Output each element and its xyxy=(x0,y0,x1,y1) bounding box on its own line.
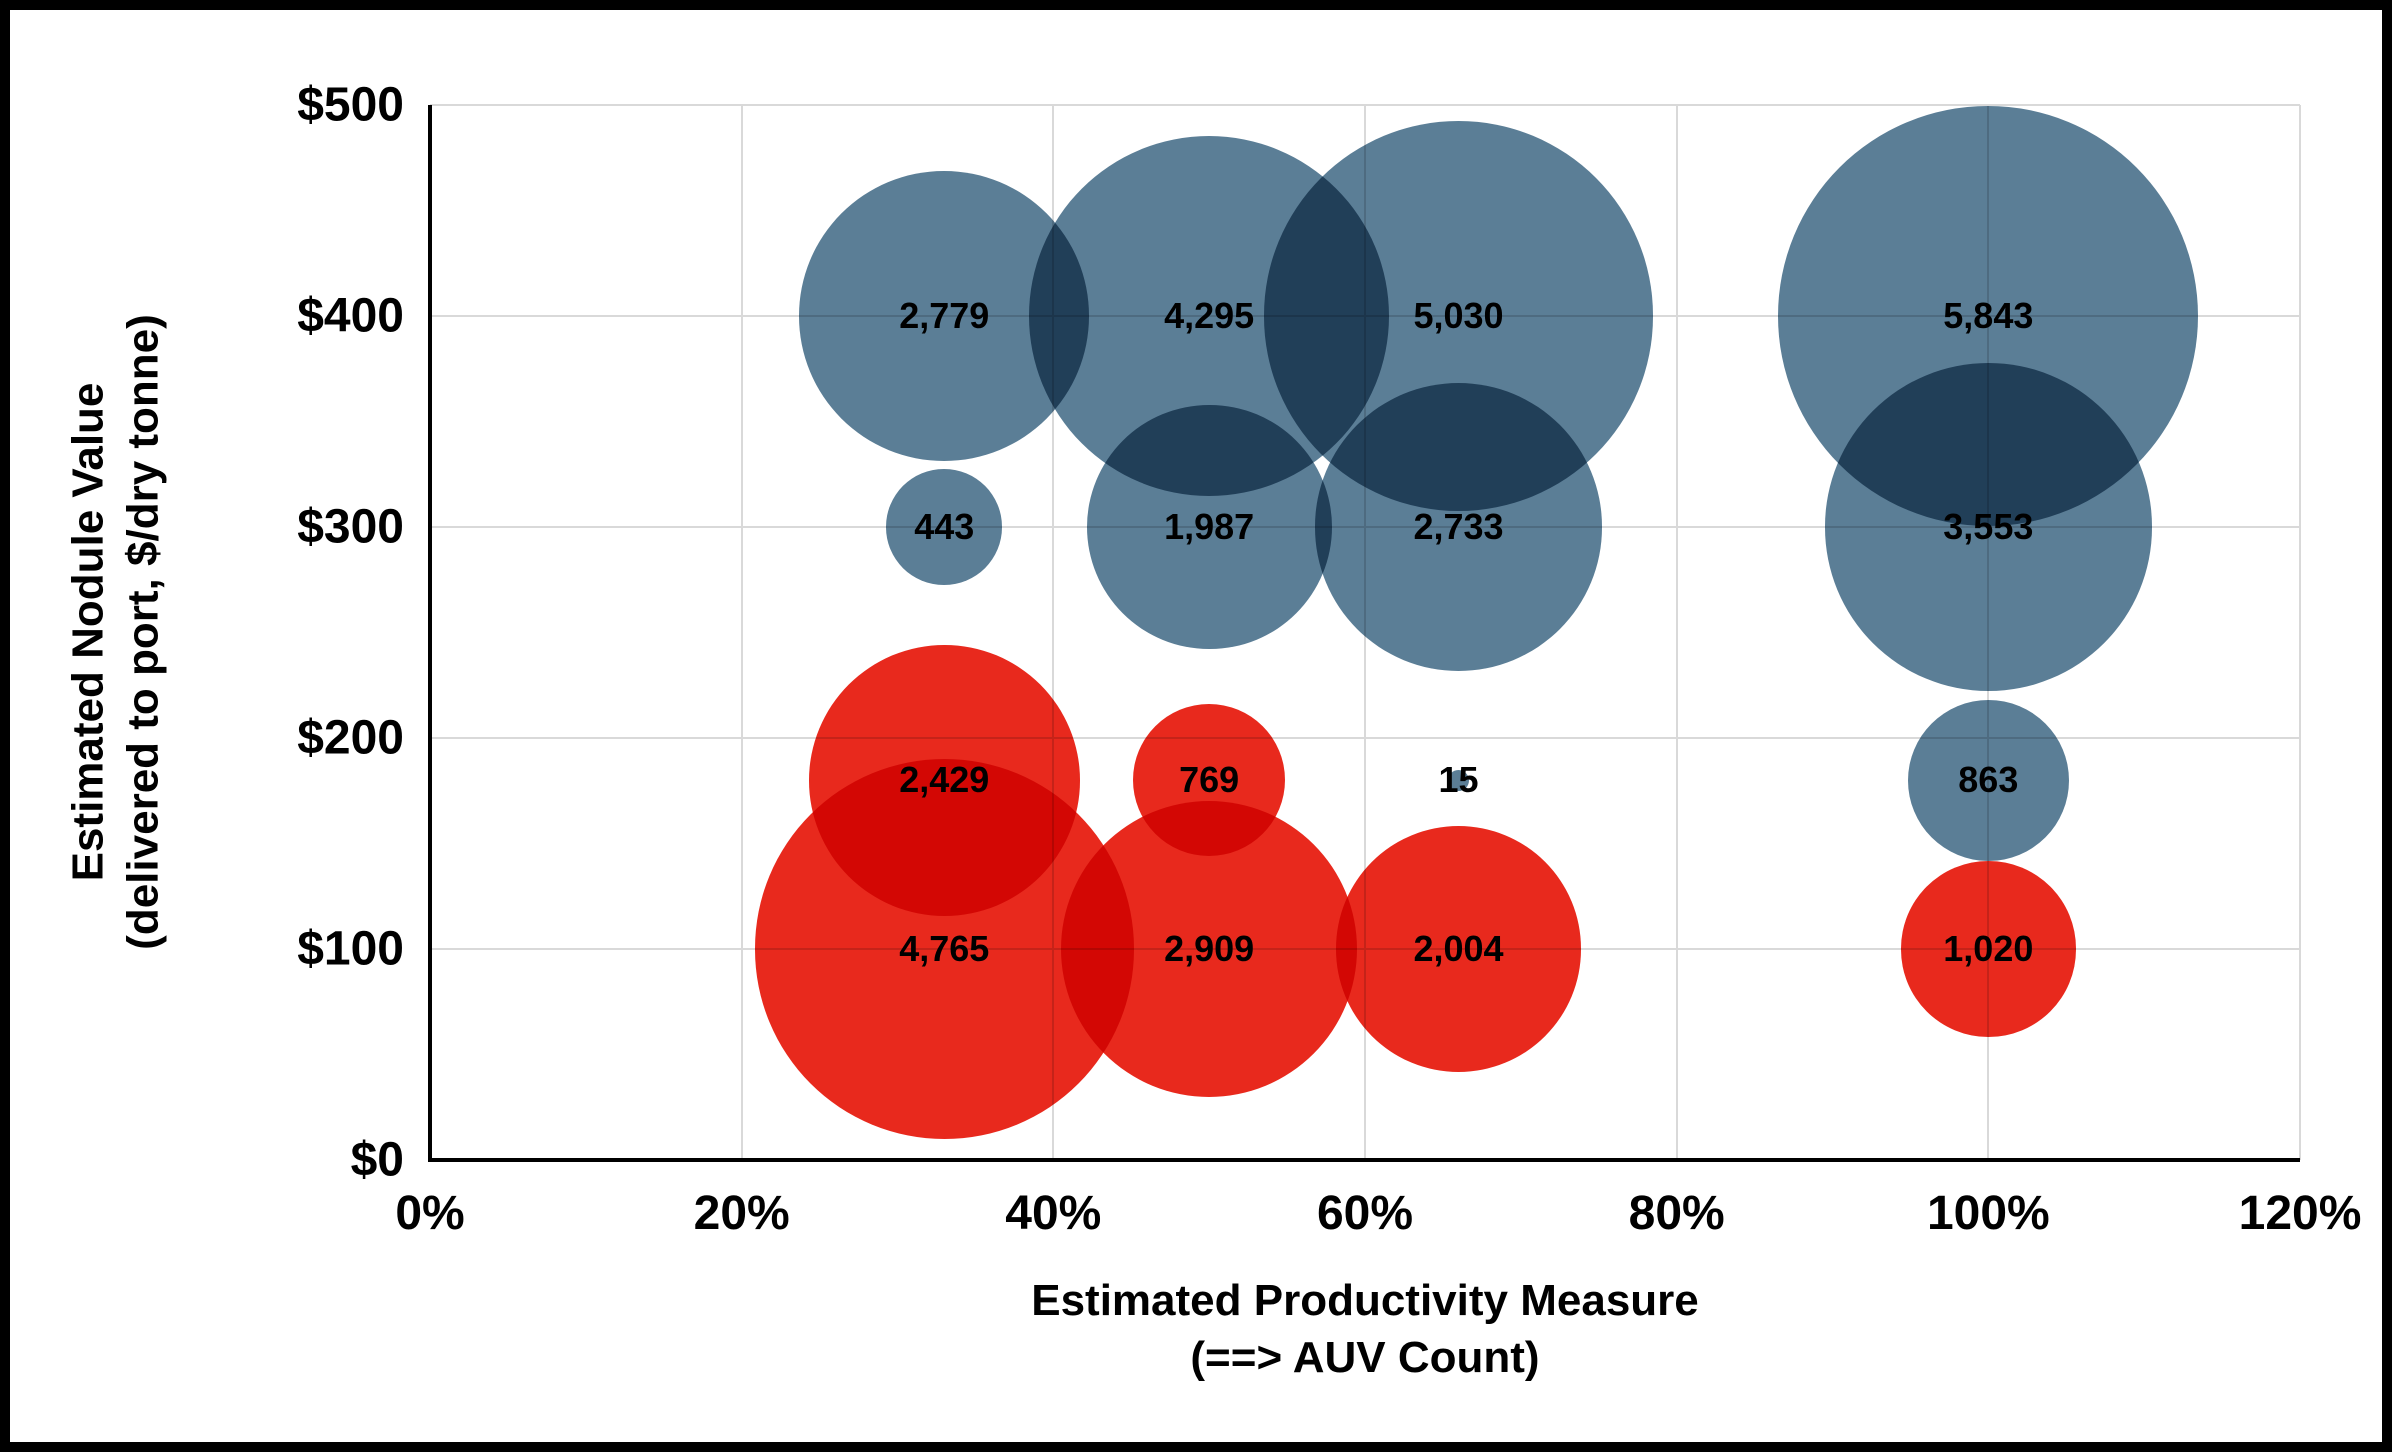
bubble xyxy=(1132,704,1286,857)
plot-area: $0 $100 $200 $300 $400 $500 0% 20% 40% 60% 80% 100%… xyxy=(297,79,2361,1241)
x-tick-label: 20% xyxy=(693,1187,790,1240)
y-tick-label: $400 xyxy=(297,289,404,343)
bubble-value-label: 5,843 xyxy=(1943,295,2034,336)
y-tick-label: $0 xyxy=(350,1133,404,1187)
y-axis-title-line2: (delivered to port, $/dry tonne) xyxy=(118,314,168,950)
y-axis-line xyxy=(428,105,432,1160)
y-axis-title-line1: Estimated Nodule Value xyxy=(63,382,113,882)
bubble-value-label: 2,429 xyxy=(899,759,990,801)
vertical-gridline xyxy=(1675,105,1678,1160)
y-axis-title: Estimated Nodule Value (delivered to por… xyxy=(51,105,181,1160)
x-tick-label: 100% xyxy=(1926,1187,2050,1240)
x-axis-title-line2: (==> AUV Count) xyxy=(1190,1333,1540,1383)
y-tick-label: $300 xyxy=(297,500,404,554)
bubble xyxy=(799,171,1090,461)
x-tick-label: 60% xyxy=(1316,1187,1414,1240)
bubble xyxy=(1086,404,1332,650)
bubble xyxy=(1335,826,1582,1072)
bubble-value-label: 2,909 xyxy=(1164,928,1255,969)
bubble xyxy=(1824,363,2153,691)
bubble xyxy=(808,644,1080,916)
bubble xyxy=(1900,861,2077,1037)
bubble-value-label: 15 xyxy=(1438,759,1479,801)
bubble-value-label: 2,733 xyxy=(1413,506,1504,547)
x-tick-label: 40% xyxy=(1005,1187,1102,1240)
bubble-value-label: 4,295 xyxy=(1164,295,1255,336)
bubble-value-label: 1,020 xyxy=(1943,928,2034,969)
bubble-value-label: 1,987 xyxy=(1164,506,1255,547)
y-tick-label: $200 xyxy=(297,711,404,765)
y-tick-label: $100 xyxy=(297,922,404,976)
x-axis-title-line1: Estimated Productivity Measure xyxy=(1031,1276,1699,1325)
bubble-value-label: 2,779 xyxy=(899,295,990,336)
x-tick-label: 80% xyxy=(1628,1187,1725,1240)
x-tick-label: 120% xyxy=(2238,1187,2362,1240)
x-axis-line xyxy=(428,1158,2300,1162)
vertical-gridline xyxy=(1052,105,1055,1160)
bubble-value-label: 3,553 xyxy=(1943,506,2034,547)
vertical-gridline xyxy=(2299,105,2301,1160)
bubble xyxy=(1447,769,1470,791)
bubble xyxy=(1907,699,2070,861)
x-tick-label: 0% xyxy=(395,1187,465,1240)
bubble-value-label: 2,004 xyxy=(1413,928,1504,969)
bubble-value-label: 4,765 xyxy=(899,928,990,969)
bubble xyxy=(886,469,1003,585)
bubble xyxy=(1314,383,1603,671)
y-tick-label: $500 xyxy=(297,78,404,132)
bubble-value-label: 863 xyxy=(1958,759,2019,801)
bubble-value-label: 769 xyxy=(1179,759,1240,801)
x-axis-title: Estimated Productivity Measure (==> AUV … xyxy=(430,1272,2300,1386)
bubble-value-label: 5,030 xyxy=(1413,295,1504,336)
bubble-value-label: 443 xyxy=(914,506,975,547)
vertical-gridline xyxy=(740,105,743,1160)
